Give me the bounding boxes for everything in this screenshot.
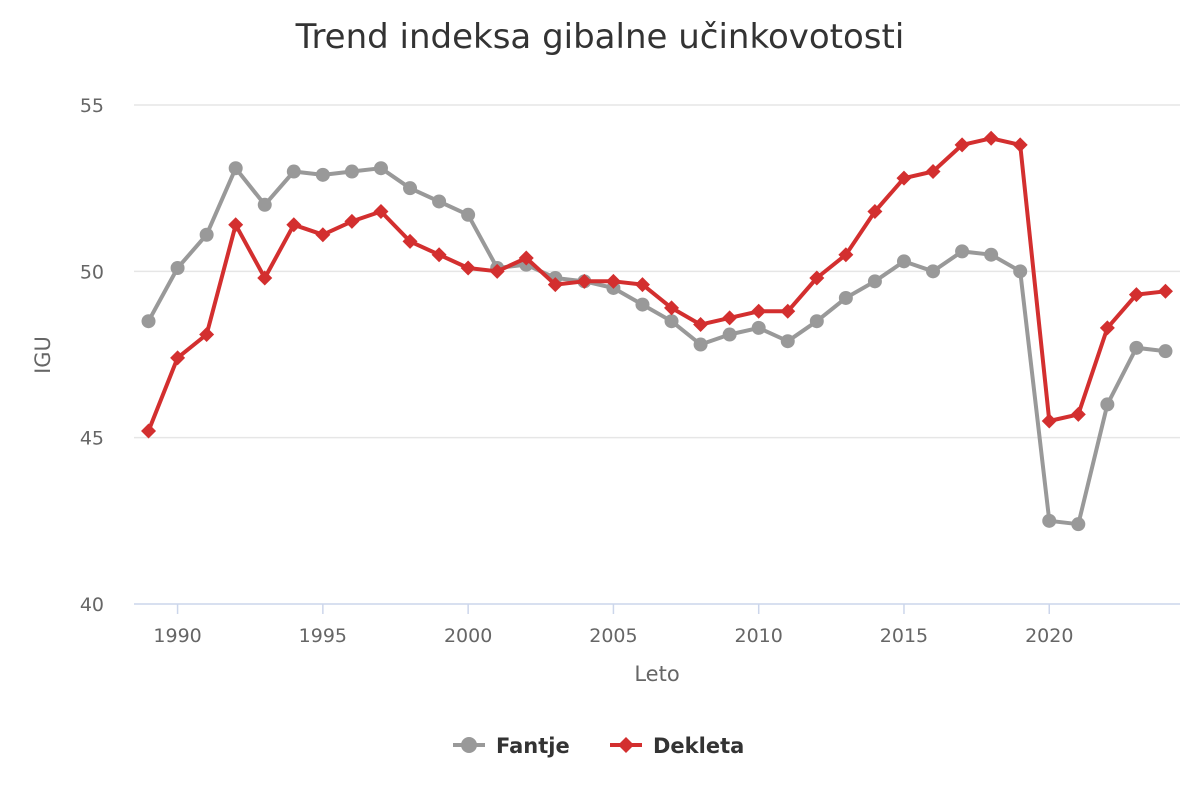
point-fantje (461, 207, 476, 222)
point-fantje (315, 167, 330, 182)
chart-title: Trend indeksa gibalne učinkovotosti (295, 17, 905, 57)
point-dekleta (751, 303, 767, 319)
point-dekleta (518, 250, 534, 266)
point-fantje (432, 194, 447, 209)
point-dekleta (547, 277, 563, 293)
point-fantje (751, 320, 766, 335)
point-fantje (635, 297, 650, 312)
point-dekleta (954, 137, 970, 153)
point-dekleta (896, 170, 912, 186)
x-tick-label: 2010 (735, 625, 783, 647)
point-dekleta (1012, 137, 1028, 153)
point-fantje (1042, 513, 1057, 528)
point-fantje (722, 327, 737, 342)
point-dekleta (867, 203, 883, 219)
point-dekleta (286, 217, 302, 233)
x-axis-title: Leto (634, 662, 679, 686)
point-fantje (344, 164, 359, 179)
point-dekleta (344, 213, 360, 229)
x-tick-label: 2015 (880, 625, 928, 647)
point-dekleta (780, 303, 796, 319)
point-dekleta (257, 270, 273, 286)
point-fantje (1129, 340, 1144, 355)
point-dekleta (664, 300, 680, 316)
point-fantje (955, 244, 970, 259)
point-fantje (838, 290, 853, 305)
point-fantje (286, 164, 301, 179)
point-dekleta (489, 263, 505, 279)
point-fantje (809, 314, 824, 329)
point-fantje (693, 337, 708, 352)
point-fantje (170, 261, 185, 276)
point-dekleta (693, 317, 709, 333)
point-dekleta (809, 270, 825, 286)
point-dekleta (431, 247, 447, 263)
legend-label-fantje: Fantje (496, 734, 570, 758)
series-line-dekleta (146, 136, 1168, 433)
point-dekleta (1070, 406, 1086, 422)
point-dekleta (460, 260, 476, 276)
y-tick-label: 40 (80, 594, 104, 616)
series-line-fantje (146, 166, 1168, 527)
point-dekleta (576, 273, 592, 289)
point-fantje (1013, 264, 1028, 279)
point-fantje (403, 181, 418, 196)
point-fantje (1158, 344, 1173, 359)
point-fantje (1071, 517, 1086, 532)
point-fantje (867, 274, 882, 289)
legend-label-dekleta: Dekleta (653, 734, 744, 758)
legend-item-fantje[interactable]: Fantje (453, 734, 570, 758)
point-fantje (926, 264, 941, 279)
point-dekleta (141, 423, 157, 439)
y-tick-label: 45 (80, 428, 104, 450)
point-dekleta (402, 233, 418, 249)
point-dekleta (925, 164, 941, 180)
point-dekleta (373, 203, 389, 219)
series-group (141, 130, 1173, 532)
point-dekleta (1128, 287, 1144, 303)
point-dekleta (1099, 320, 1115, 336)
legend-marker-fantje (461, 737, 477, 753)
point-fantje (664, 314, 679, 329)
x-tick-label: 1995 (299, 625, 347, 647)
point-dekleta (634, 277, 650, 293)
legend: Fantje Dekleta (453, 734, 744, 758)
x-tick-label: 2020 (1025, 625, 1073, 647)
point-dekleta (199, 327, 215, 343)
x-tick-label: 2000 (444, 625, 492, 647)
point-fantje (141, 314, 156, 329)
y-tick-label: 55 (80, 95, 104, 117)
x-axis-ticks: 1990 1995 2000 2005 2010 2015 2020 (153, 604, 1073, 647)
point-dekleta (983, 130, 999, 146)
x-tick-label: 2005 (589, 625, 637, 647)
point-fantje (373, 161, 388, 176)
point-fantje (896, 254, 911, 269)
point-fantje (1100, 397, 1115, 412)
y-tick-label: 50 (80, 261, 104, 283)
point-dekleta (1157, 283, 1173, 299)
legend-marker-dekleta (618, 737, 634, 753)
x-tick-label: 1990 (153, 625, 201, 647)
grid-lines (134, 104, 1180, 439)
point-dekleta (170, 350, 186, 366)
point-dekleta (722, 310, 738, 326)
y-axis-title: IGU (31, 336, 55, 374)
point-fantje (257, 197, 272, 212)
point-fantje (199, 227, 214, 242)
point-fantje (984, 247, 999, 262)
y-axis-ticks: 40 45 50 55 (80, 95, 104, 616)
point-fantje (228, 161, 243, 176)
point-dekleta (315, 227, 331, 243)
point-dekleta (838, 247, 854, 263)
legend-item-dekleta[interactable]: Dekleta (610, 734, 744, 758)
point-dekleta (605, 273, 621, 289)
point-dekleta (1041, 413, 1057, 429)
point-dekleta (228, 217, 244, 233)
point-fantje (780, 334, 795, 349)
